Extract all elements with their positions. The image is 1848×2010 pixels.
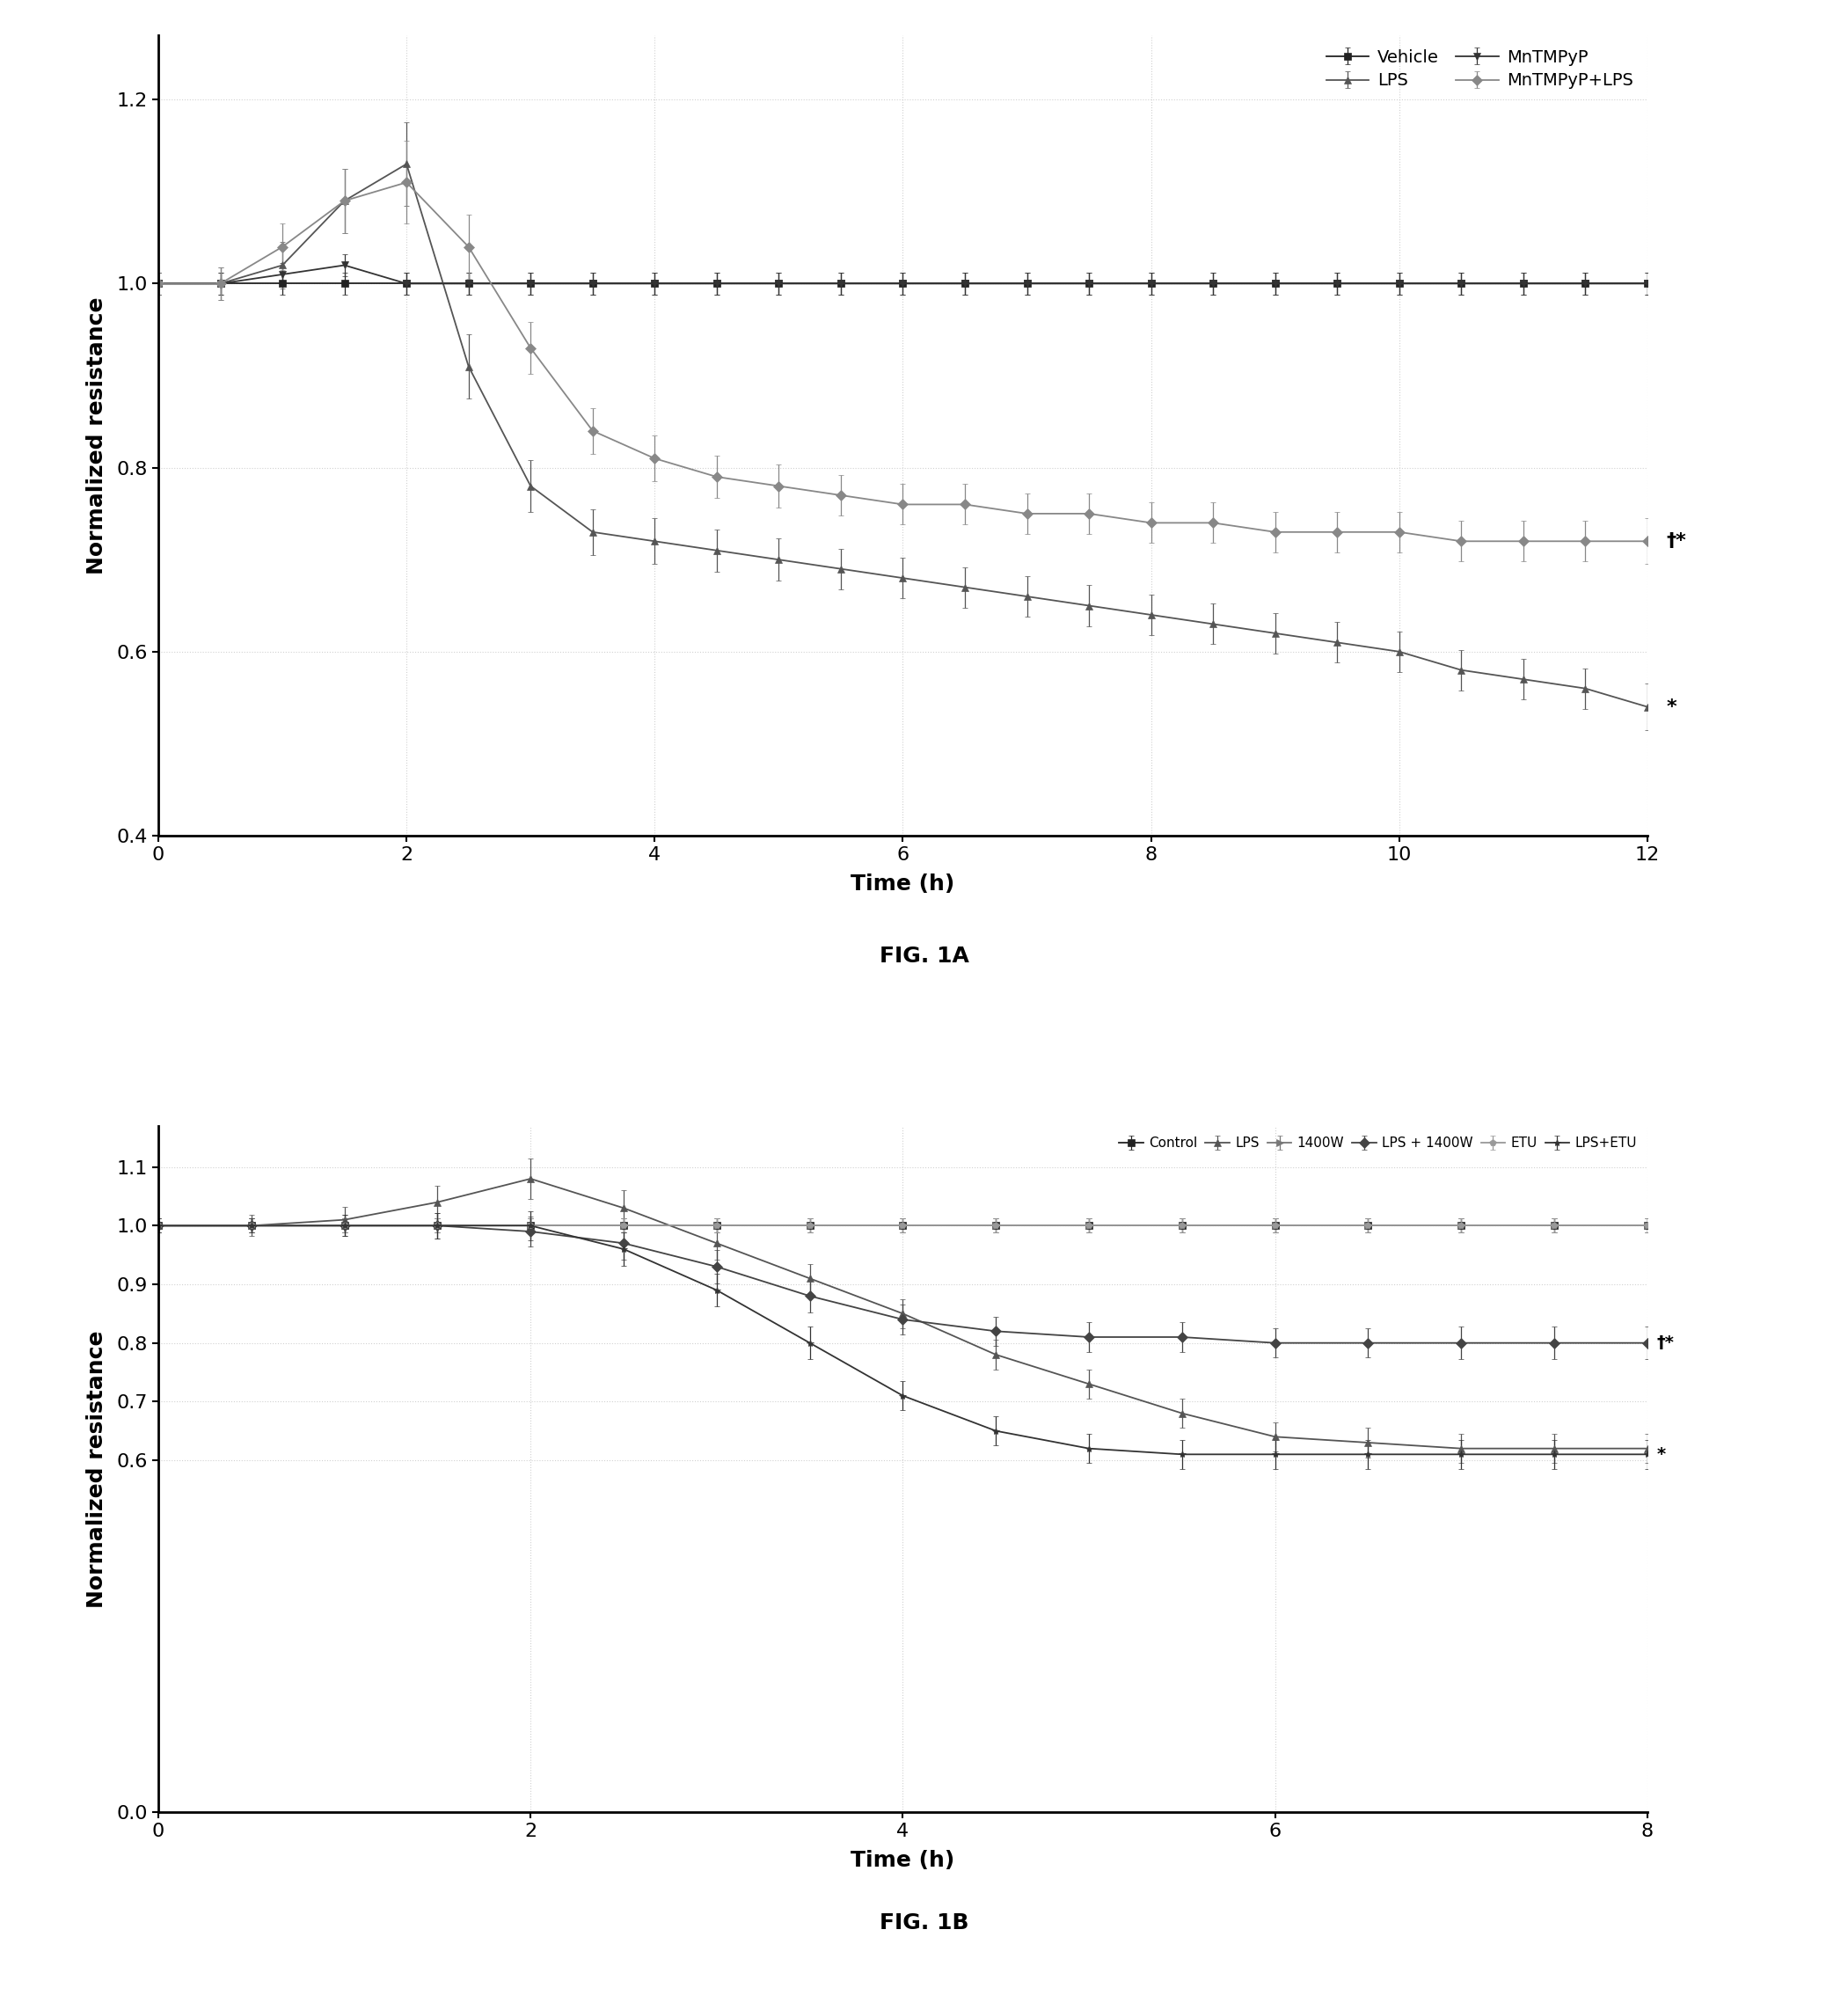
X-axis label: Time (h): Time (h) bbox=[850, 1849, 955, 1871]
Text: *: * bbox=[1656, 1445, 1665, 1463]
Text: †*: †* bbox=[1656, 1335, 1674, 1351]
X-axis label: Time (h): Time (h) bbox=[850, 874, 955, 894]
Text: FIG. 1A: FIG. 1A bbox=[880, 947, 968, 967]
Text: *: * bbox=[1667, 697, 1676, 716]
Text: FIG. 1B: FIG. 1B bbox=[880, 1912, 968, 1934]
Legend: Vehicle, LPS, MnTMPyP, MnTMPyP+LPS: Vehicle, LPS, MnTMPyP, MnTMPyP+LPS bbox=[1321, 44, 1639, 94]
Legend: Control, LPS, 1400W, LPS + 1400W, ETU, LPS+ETU: Control, LPS, 1400W, LPS + 1400W, ETU, L… bbox=[1114, 1134, 1641, 1154]
Text: †*: †* bbox=[1667, 533, 1685, 551]
Y-axis label: Normalized resistance: Normalized resistance bbox=[87, 297, 107, 575]
Y-axis label: Normalized resistance: Normalized resistance bbox=[85, 1331, 107, 1608]
